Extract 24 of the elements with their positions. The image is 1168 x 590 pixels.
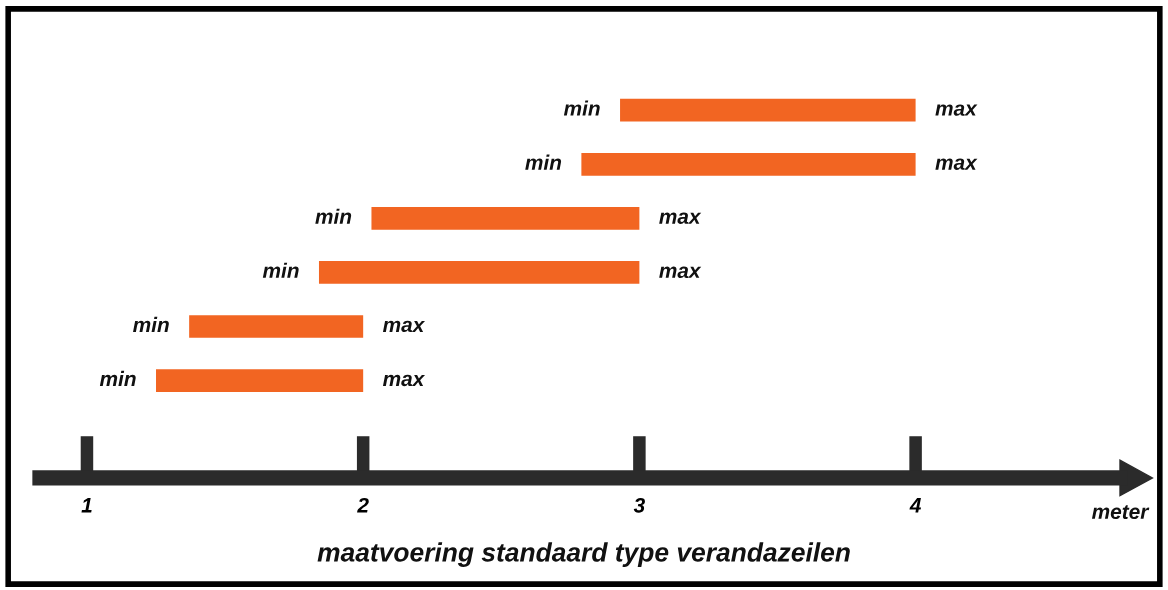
text: maatvoering standaard type verandazeilen	[317, 542, 850, 567]
annotation: min	[563, 100, 600, 116]
annotation: min	[133, 316, 169, 332]
annotation: min	[99, 370, 136, 386]
annotation: max	[659, 266, 702, 279]
bar	[371, 207, 640, 230]
bar	[318, 261, 640, 284]
x-axis-title: meter	[1091, 505, 1150, 520]
annotation: min	[315, 208, 352, 224]
bar	[189, 315, 364, 338]
bar	[581, 152, 916, 176]
annotation: max	[935, 158, 978, 170]
annotation: min	[525, 154, 562, 170]
x-tick-label: 4	[909, 498, 922, 513]
annotation: max	[659, 212, 702, 224]
bar	[156, 369, 364, 392]
annotation: max	[935, 104, 978, 116]
annotation: max	[382, 320, 426, 333]
bar	[620, 98, 916, 122]
x-tick-label: 2	[357, 497, 369, 513]
annotation: max	[382, 374, 426, 387]
x-tick-label: 1	[81, 498, 92, 513]
annotation: min	[262, 262, 299, 278]
x-tick-label: 3	[633, 497, 645, 513]
